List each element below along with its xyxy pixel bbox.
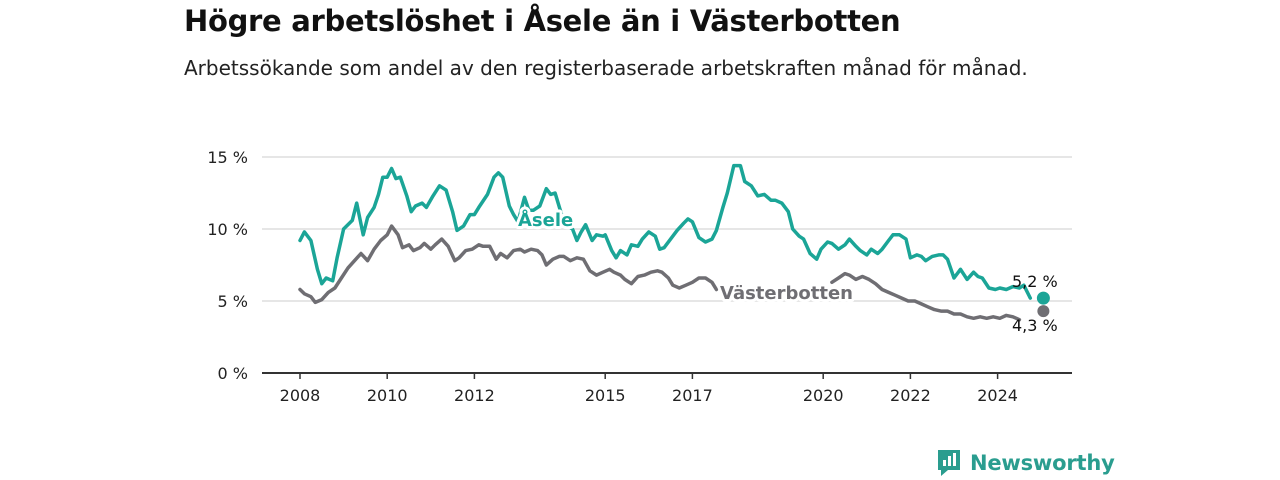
y-tick-label: 15 % [207,148,248,167]
endpoint-marker-vasterbotten [1037,305,1050,318]
series-lines [298,163,1050,322]
x-tick-label: 2015 [585,386,626,405]
y-tick-label: 5 % [218,292,248,311]
brand-name: Newsworthy [970,451,1115,475]
endpoint-marker-asele [1036,291,1050,305]
x-tick-label: 2017 [672,386,713,405]
series-line-asele [298,163,1033,300]
newsworthy-icon [938,450,960,476]
series-labels: Åsele Västerbotten 5,2 % 4,3 % [515,205,1058,335]
x-tick-label: 2012 [454,386,495,405]
series-line-vasterbotten [298,224,719,305]
newsworthy-logo: Newsworthy [936,446,1115,480]
chart-subtitle: Arbetssökande som andel av den registerb… [184,56,1028,80]
x-tick-label: 2020 [803,386,844,405]
series-label-vasterbotten: Västerbotten [720,283,853,304]
y-tick-label: 0 % [218,364,248,383]
series-line-vasterbotten [830,271,1022,322]
axes: 0 % 5 % 10 % 15 % 2008 2010 2012 2015 2017 2020 20… [207,148,1072,405]
end-value-label-vasterbotten: 4,3 % [1012,316,1058,335]
y-tick-label: 10 % [207,220,248,239]
line-chart: 0 % 5 % 10 % 15 % 2008 2010 2012 2015 2017 2020 20… [207,148,1072,405]
x-tick-label: 2010 [367,386,408,405]
end-value-label-asele: 5,2 % [1012,272,1058,291]
x-tick-label: 2008 [280,386,321,405]
x-tick-label: 2022 [890,386,931,405]
chart-title: Högre arbetslöshet i Åsele än i Västerbo… [184,4,901,38]
x-tick-label: 2024 [977,386,1018,405]
series-label-asele: Åsele [518,208,573,231]
grid-lines [262,156,1072,302]
